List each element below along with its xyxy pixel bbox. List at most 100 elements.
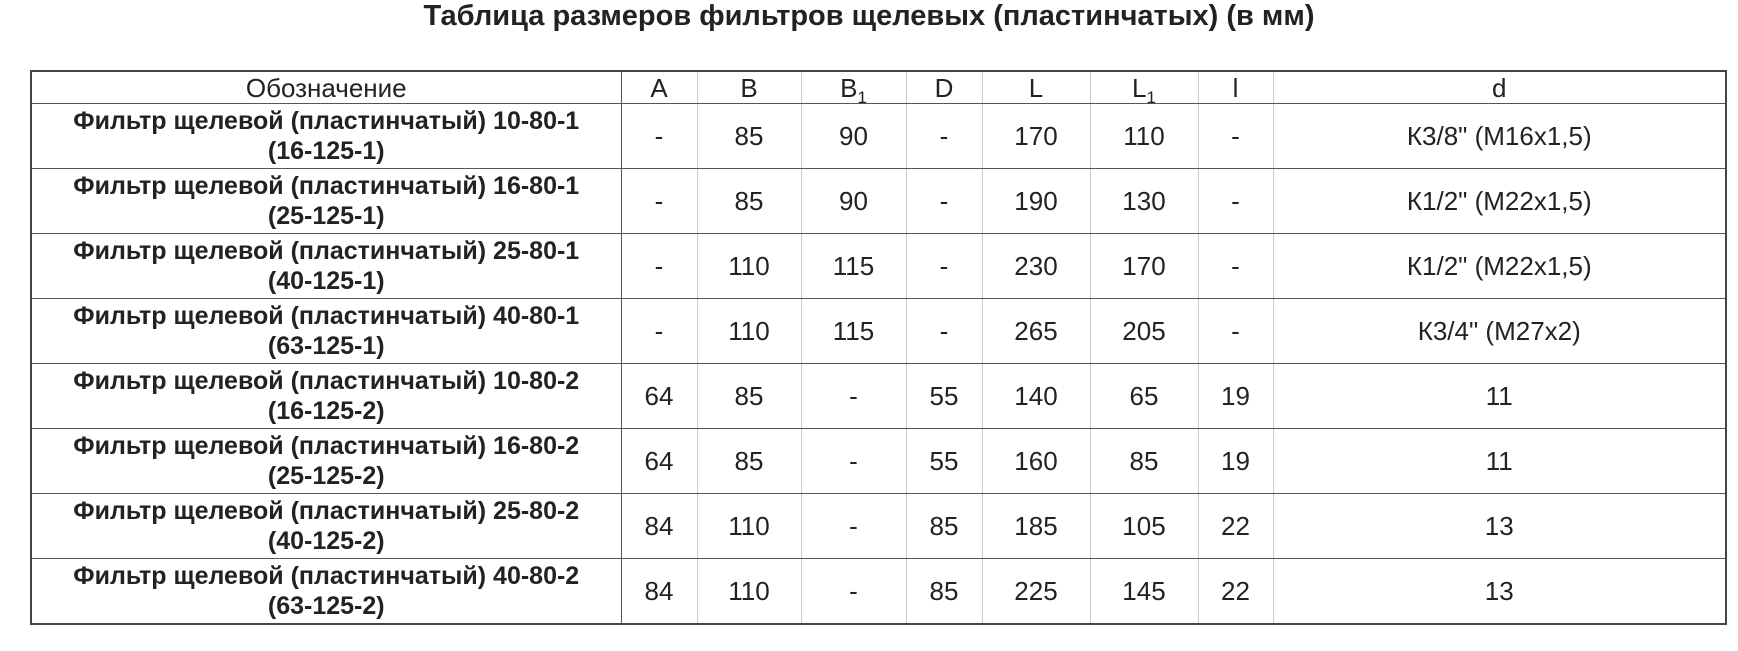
cell-l: 19 <box>1197 363 1274 429</box>
designation-alt: (25-125-2) <box>267 462 385 490</box>
cell-l1: 205 <box>1089 298 1199 364</box>
cell-l1: 145 <box>1089 558 1199 625</box>
cell-d: - <box>905 103 983 169</box>
page-title: Таблица размеров фильтров щелевых (пласт… <box>423 0 1315 32</box>
cell-b1: - <box>800 558 907 625</box>
cell-a: 64 <box>620 363 698 429</box>
table-row: Фильтр щелевой (пластинчатый) 25-80-1 (40… <box>30 233 1727 299</box>
cell-d: 55 <box>905 363 983 429</box>
cell-designation: Фильтр щелевой (пластинчатый) 16-80-1 (25… <box>30 168 622 234</box>
cell-l: 230 <box>981 233 1091 299</box>
header-label: D <box>934 72 954 103</box>
table-row: Фильтр щелевой (пластинчатый) 16-80-1 (25… <box>30 168 1727 234</box>
cell-designation: Фильтр щелевой (пластинчатый) 16-80-2 (25… <box>30 428 622 494</box>
cell-designation: Фильтр щелевой (пластинчатый) 25-80-1 (40… <box>30 233 622 299</box>
designation-name: Фильтр щелевой (пластинчатый) 40-80-2 <box>73 562 580 590</box>
cell-l: 22 <box>1197 493 1274 559</box>
header-label: L <box>1132 72 1147 103</box>
table-row: Фильтр щелевой (пластинчатый) 10-80-1 (16… <box>30 103 1727 169</box>
header-label: A <box>650 72 668 103</box>
designation-alt: (63-125-1) <box>267 332 385 360</box>
cell-a: 84 <box>620 558 698 625</box>
cell-a: 64 <box>620 428 698 494</box>
cell-b: 85 <box>696 103 802 169</box>
cell-l: - <box>1197 103 1274 169</box>
header-label: L <box>1028 72 1044 103</box>
table-row: Фильтр щелевой (пластинчатый) 40-80-2 (63… <box>30 558 1727 625</box>
cell-b: 85 <box>696 168 802 234</box>
designation-alt: (25-125-1) <box>267 202 385 230</box>
column-header-designation: Обозначение <box>30 70 622 104</box>
cell-l1: 170 <box>1089 233 1199 299</box>
cell-b1: 115 <box>800 233 907 299</box>
cell-l: 160 <box>981 428 1091 494</box>
column-header-a: A <box>620 70 698 104</box>
designation-alt: (16-125-1) <box>267 137 385 165</box>
cell-a: - <box>620 298 698 364</box>
designation-name: Фильтр щелевой (пластинчатый) 25-80-2 <box>73 497 580 525</box>
cell-l: - <box>1197 233 1274 299</box>
cell-b1: - <box>800 363 907 429</box>
designation-name: Фильтр щелевой (пластинчатый) 16-80-1 <box>73 172 580 200</box>
cell-designation: Фильтр щелевой (пластинчатый) 10-80-2 (16… <box>30 363 622 429</box>
table-row: Фильтр щелевой (пластинчатый) 10-80-2 (16… <box>30 363 1727 429</box>
designation-alt: (63-125-2) <box>267 592 385 620</box>
header-row: Обозначение A B B1 D L L1 l d <box>30 70 1727 107</box>
cell-l: 225 <box>981 558 1091 625</box>
designation-name: Фильтр щелевой (пластинчатый) 40-80-1 <box>73 302 580 330</box>
cell-b: 110 <box>696 493 802 559</box>
cell-b: 110 <box>696 298 802 364</box>
cell-l: 170 <box>981 103 1091 169</box>
cell-l: 185 <box>981 493 1091 559</box>
cell-a: - <box>620 233 698 299</box>
table-row: Фильтр щелевой (пластинчатый) 25-80-2 (40… <box>30 493 1727 559</box>
column-header-b1: B1 <box>800 70 907 107</box>
cell-d: - <box>905 233 983 299</box>
cell-l1: 85 <box>1089 428 1199 494</box>
cell-d: 55 <box>905 428 983 494</box>
cell-designation: Фильтр щелевой (пластинчатый) 25-80-2 (40… <box>30 493 622 559</box>
table-row: Фильтр щелевой (пластинчатый) 40-80-1 (63… <box>30 298 1727 364</box>
cell-b1: - <box>800 493 907 559</box>
cell-d: - <box>905 298 983 364</box>
header-label: Обозначение <box>245 72 407 103</box>
cell-a: - <box>620 168 698 234</box>
cell-l: 265 <box>981 298 1091 364</box>
table-row: Фильтр щелевой (пластинчатый) 16-80-2 (25… <box>30 428 1727 494</box>
designation-name: Фильтр щелевой (пластинчатый) 10-80-1 <box>73 107 580 135</box>
cell-l: 19 <box>1197 428 1274 494</box>
column-header-d-thread: d <box>1272 70 1727 104</box>
cell-a: 84 <box>620 493 698 559</box>
designation-name: Фильтр щелевой (пластинчатый) 10-80-2 <box>73 367 580 395</box>
column-header-d-dim: D <box>905 70 983 104</box>
cell-b: 85 <box>696 363 802 429</box>
cell-l1: 105 <box>1089 493 1199 559</box>
cell-b1: 90 <box>800 103 907 169</box>
header-subscript: 1 <box>857 87 867 107</box>
cell-a: - <box>620 103 698 169</box>
column-header-l1: L1 <box>1089 70 1199 107</box>
cell-d: 13 <box>1272 558 1727 625</box>
designation-name: Фильтр щелевой (пластинчатый) 25-80-1 <box>73 237 580 265</box>
cell-d: - <box>905 168 983 234</box>
header-subscript: 1 <box>1146 87 1156 107</box>
cell-l1: 65 <box>1089 363 1199 429</box>
column-header-l-small: l <box>1197 70 1274 104</box>
cell-l1: 130 <box>1089 168 1199 234</box>
cell-d: К3/4" (М27х2) <box>1272 298 1727 364</box>
cell-l: 140 <box>981 363 1091 429</box>
cell-l1: 110 <box>1089 103 1199 169</box>
filter-dimensions-table: Обозначение A B B1 D L L1 l d Фильтр щелевой (пл… <box>30 70 1727 625</box>
designation-alt: (16-125-2) <box>267 397 385 425</box>
cell-b1: 90 <box>800 168 907 234</box>
column-header-b: B <box>696 70 802 104</box>
cell-l: 190 <box>981 168 1091 234</box>
cell-l: - <box>1197 168 1274 234</box>
designation-alt: (40-125-2) <box>267 527 385 555</box>
header-label: d <box>1492 72 1507 103</box>
cell-b: 110 <box>696 233 802 299</box>
cell-designation: Фильтр щелевой (пластинчатый) 40-80-2 (63… <box>30 558 622 625</box>
cell-l: - <box>1197 298 1274 364</box>
cell-d: К1/2" (М22х1,5) <box>1272 233 1727 299</box>
cell-d: 11 <box>1272 363 1727 429</box>
